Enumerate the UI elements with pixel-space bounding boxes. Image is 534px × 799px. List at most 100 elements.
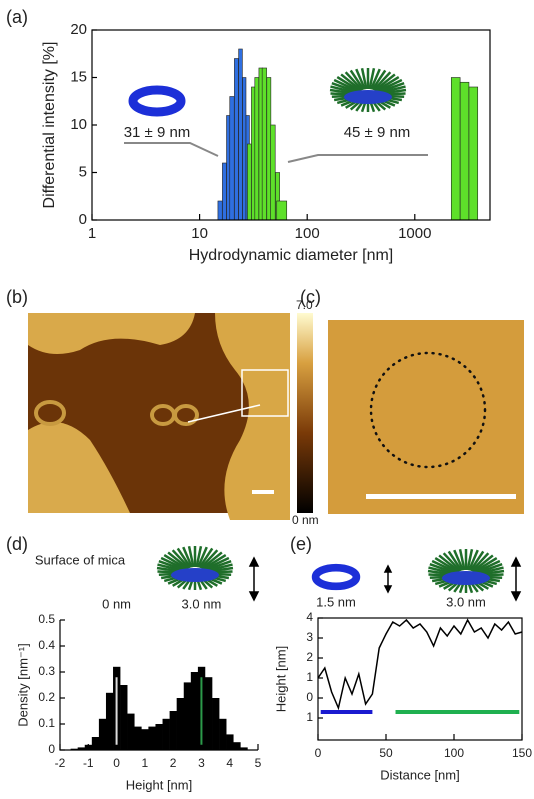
y-tick-label: 0 xyxy=(48,742,55,756)
colorbar-label: 7.0 xyxy=(296,298,313,312)
y-axis-label: Density [nm⁻¹] xyxy=(15,643,30,726)
torus-icon xyxy=(316,568,357,587)
y-axis-label: Height [nm] xyxy=(273,646,288,712)
panel-label: (e) xyxy=(290,534,312,554)
y-tick-label: 20 xyxy=(70,21,87,38)
y-tick-label: 0 xyxy=(79,211,87,228)
bar xyxy=(460,82,469,220)
x-tick-label: 100 xyxy=(295,225,320,242)
x-tick-label: 1 xyxy=(142,756,149,770)
x-tick-label: 2 xyxy=(170,756,177,770)
y-tick-label: 0.5 xyxy=(38,612,55,626)
colorbar xyxy=(297,313,313,513)
histogram-bar xyxy=(212,698,219,750)
x-tick-label: 3 xyxy=(198,756,205,770)
colorbar-label: 0 nm xyxy=(292,513,319,527)
bar xyxy=(239,49,243,220)
x-tick-label: 1000 xyxy=(398,225,431,242)
micelle-core xyxy=(344,90,392,104)
bar xyxy=(234,59,238,221)
bar xyxy=(247,144,251,220)
bar xyxy=(262,68,266,220)
y-tick-label: 1 xyxy=(306,710,313,724)
histogram-bar xyxy=(170,711,177,750)
y-tick-label: 0.3 xyxy=(38,664,55,678)
x-tick-label: -1 xyxy=(83,756,94,770)
micelle-icon xyxy=(157,546,233,590)
histogram-bar xyxy=(177,698,184,750)
x-tick-label: 0 xyxy=(315,746,322,760)
histogram-bar xyxy=(99,719,106,750)
header: Surface of mica xyxy=(35,552,126,567)
height-profile xyxy=(318,620,522,708)
micelle-icon xyxy=(428,549,504,593)
y-tick-label: 0.4 xyxy=(38,638,55,652)
y-tick-label: 15 xyxy=(70,68,87,85)
bar xyxy=(251,87,255,220)
y-axis-label: Differential intensity [%] xyxy=(41,42,58,209)
bar xyxy=(255,78,259,221)
panel-label: (a) xyxy=(6,7,28,27)
y-tick-label: 4 xyxy=(306,610,313,624)
histogram-bar xyxy=(92,737,99,750)
x-tick-label: 150 xyxy=(512,746,532,760)
micelle-core xyxy=(442,571,490,585)
x-tick-label: 5 xyxy=(255,756,262,770)
y-tick-label: 2 xyxy=(306,650,313,664)
panel-label: (b) xyxy=(6,287,28,307)
figure: (a) (b) (c) (d) (e) 7.0 0 nm 05101520110… xyxy=(0,0,534,794)
bar xyxy=(218,201,222,220)
annotation: 31 ± 9 nm xyxy=(124,124,191,141)
micelle-icon xyxy=(330,68,406,112)
bar xyxy=(451,78,460,221)
leader-line xyxy=(124,143,218,156)
y-tick-label: 0.1 xyxy=(38,716,55,730)
histogram-bar xyxy=(134,727,141,750)
afm-image xyxy=(28,313,290,520)
histogram-bar xyxy=(106,693,113,750)
histogram-bar xyxy=(233,742,240,750)
annotation: 45 ± 9 nm xyxy=(344,124,411,141)
bar xyxy=(271,125,276,220)
histogram-bar xyxy=(219,719,226,750)
x-axis-label: Hydrodynamic diameter [nm] xyxy=(189,247,394,264)
y-tick-label: 1 xyxy=(306,670,313,684)
histogram-bar xyxy=(163,719,170,750)
histogram-bar xyxy=(191,672,198,750)
y-tick-label: 10 xyxy=(70,116,87,133)
histogram-bar xyxy=(184,682,191,750)
x-tick-label: -2 xyxy=(55,756,66,770)
leader-line xyxy=(288,155,428,162)
bar xyxy=(222,163,226,220)
annotation: 3.0 nm xyxy=(446,594,486,609)
plot-frame xyxy=(318,618,522,740)
histogram-bar xyxy=(155,724,162,750)
bar xyxy=(230,97,234,221)
micelle-core xyxy=(171,568,219,582)
x-axis-label: Distance [nm] xyxy=(380,767,459,782)
histogram-bar xyxy=(85,745,92,750)
histogram-bar xyxy=(205,677,212,750)
bar xyxy=(267,78,271,221)
panel-label: (d) xyxy=(6,534,28,554)
annotation: 3.0 nm xyxy=(182,596,222,611)
bar xyxy=(243,78,246,221)
x-tick-label: 1 xyxy=(88,225,96,242)
y-tick-label: 0 xyxy=(306,690,313,704)
x-axis-label: Height [nm] xyxy=(126,777,192,792)
histogram-bar xyxy=(127,714,134,750)
annotation: 0 nm xyxy=(102,596,131,611)
histogram-bar xyxy=(148,727,155,750)
x-tick-label: 0 xyxy=(113,756,120,770)
x-tick-label: 50 xyxy=(379,746,393,760)
annotation: 1.5 nm xyxy=(316,594,356,609)
y-tick-label: 5 xyxy=(79,163,87,180)
afm-zoom-image xyxy=(328,320,524,514)
torus-icon xyxy=(133,90,181,112)
bar xyxy=(277,201,287,220)
x-tick-label: 10 xyxy=(191,225,208,242)
y-tick-label: 0.2 xyxy=(38,690,55,704)
x-tick-label: 4 xyxy=(226,756,233,770)
bar xyxy=(469,87,478,220)
histogram-bar xyxy=(226,734,233,750)
